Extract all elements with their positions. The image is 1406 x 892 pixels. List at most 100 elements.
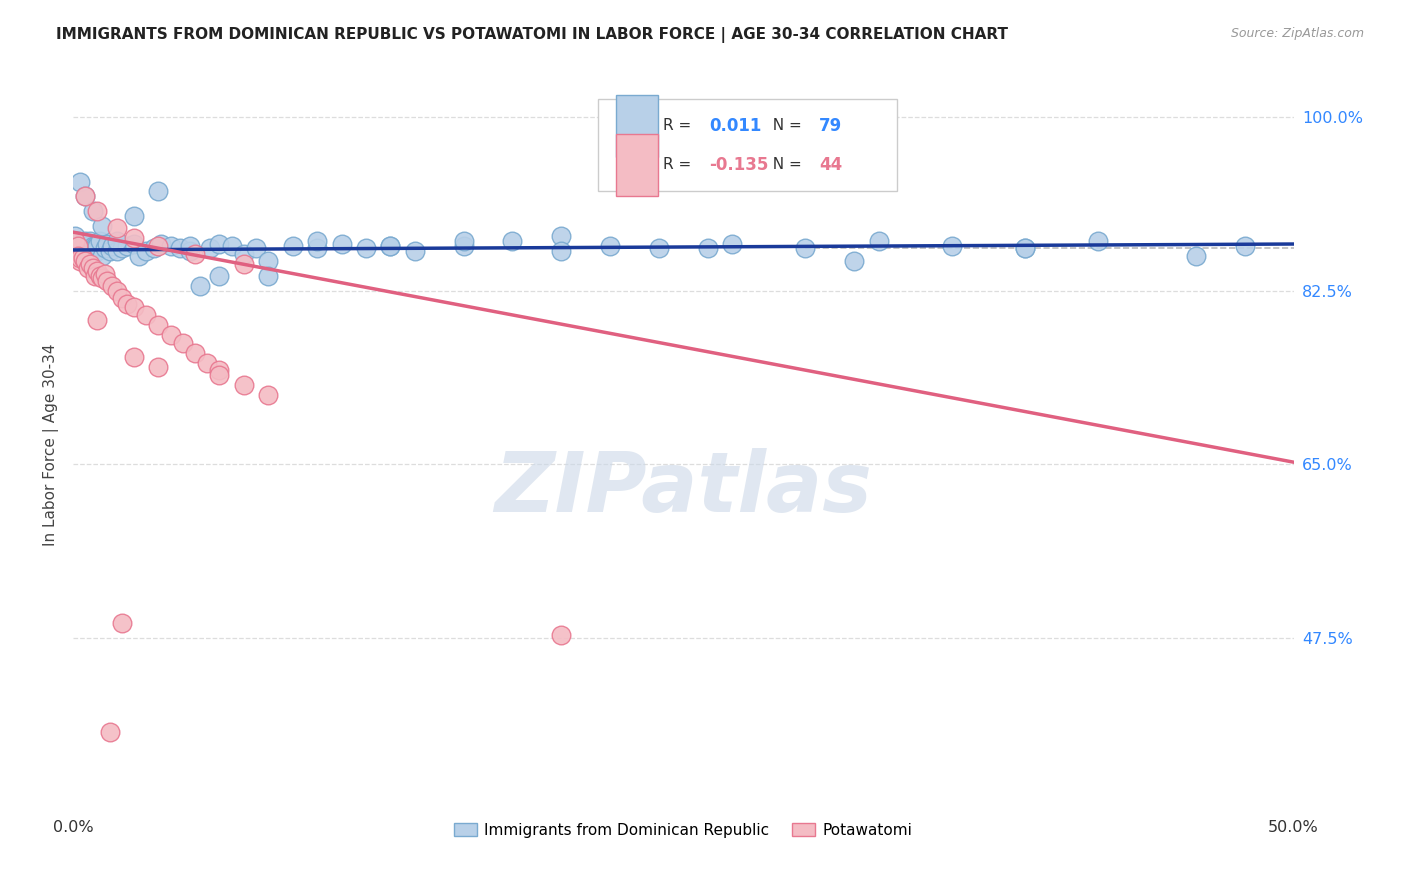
Point	[453, 234, 475, 248]
Point	[66, 234, 89, 248]
Point	[208, 237, 231, 252]
Point	[1014, 241, 1036, 255]
Point	[721, 237, 744, 252]
Point	[453, 239, 475, 253]
Point	[648, 241, 671, 255]
Point	[69, 237, 91, 252]
Point	[76, 239, 98, 253]
Point	[941, 239, 963, 253]
Point	[69, 251, 91, 265]
Point	[86, 244, 108, 258]
Point	[1087, 234, 1109, 248]
Point	[550, 628, 572, 642]
Text: R =: R =	[662, 157, 696, 172]
Point	[75, 189, 97, 203]
Point	[91, 270, 114, 285]
Point	[75, 247, 97, 261]
Point	[380, 239, 402, 253]
Point	[188, 278, 211, 293]
Point	[105, 244, 128, 258]
Point	[794, 241, 817, 255]
Point	[844, 253, 866, 268]
Point	[307, 234, 329, 248]
Point	[172, 336, 194, 351]
Point	[82, 247, 104, 261]
Text: 44: 44	[818, 156, 842, 174]
Point	[82, 260, 104, 275]
Point	[98, 244, 121, 258]
Text: N =: N =	[762, 157, 806, 172]
Point	[91, 249, 114, 263]
Point	[179, 239, 201, 253]
Point	[98, 724, 121, 739]
Point	[195, 356, 218, 370]
Point	[257, 253, 280, 268]
Text: 79: 79	[818, 117, 842, 135]
Point	[89, 234, 111, 248]
Point	[122, 237, 145, 252]
Point	[69, 175, 91, 189]
Point	[76, 244, 98, 258]
Point	[169, 241, 191, 255]
Point	[221, 239, 243, 253]
Point	[245, 241, 267, 255]
Point	[232, 257, 254, 271]
Point	[65, 234, 87, 248]
Point	[1014, 241, 1036, 255]
Point	[111, 615, 134, 630]
Point	[86, 239, 108, 253]
Point	[79, 234, 101, 248]
Point	[105, 234, 128, 248]
Point	[232, 377, 254, 392]
Point	[179, 244, 201, 258]
Point	[86, 313, 108, 327]
Point	[79, 241, 101, 255]
Point	[72, 239, 94, 253]
Point	[148, 185, 170, 199]
Point	[135, 244, 157, 258]
Point	[257, 388, 280, 402]
Point	[257, 268, 280, 283]
Point	[105, 221, 128, 235]
Point	[149, 237, 172, 252]
Point	[208, 363, 231, 377]
Text: R =: R =	[662, 119, 696, 134]
Point	[66, 249, 89, 263]
Text: Source: ZipAtlas.com: Source: ZipAtlas.com	[1230, 27, 1364, 40]
Point	[111, 291, 134, 305]
Point	[128, 249, 150, 263]
Point	[75, 189, 97, 203]
Point	[148, 318, 170, 333]
Point	[122, 350, 145, 364]
Point	[159, 239, 181, 253]
Point	[148, 239, 170, 253]
Point	[66, 239, 89, 253]
Point	[84, 268, 107, 283]
Point	[69, 253, 91, 268]
Point	[330, 237, 353, 252]
Point	[96, 237, 118, 252]
Point	[208, 268, 231, 283]
Point	[142, 241, 165, 255]
Point	[66, 239, 89, 253]
Point	[354, 241, 377, 255]
Point	[122, 301, 145, 315]
Point	[135, 309, 157, 323]
Text: 0.011: 0.011	[709, 117, 761, 135]
Point	[65, 229, 87, 244]
Point	[79, 257, 101, 271]
Point	[868, 234, 890, 248]
FancyBboxPatch shape	[616, 134, 658, 195]
Point	[1233, 239, 1256, 253]
Point	[115, 239, 138, 253]
Point	[101, 239, 124, 253]
Point	[91, 219, 114, 234]
Point	[159, 328, 181, 343]
Point	[89, 268, 111, 283]
Point	[101, 278, 124, 293]
Point	[93, 267, 115, 281]
Point	[82, 204, 104, 219]
Point	[122, 209, 145, 223]
FancyBboxPatch shape	[616, 95, 658, 157]
Point	[69, 241, 91, 255]
